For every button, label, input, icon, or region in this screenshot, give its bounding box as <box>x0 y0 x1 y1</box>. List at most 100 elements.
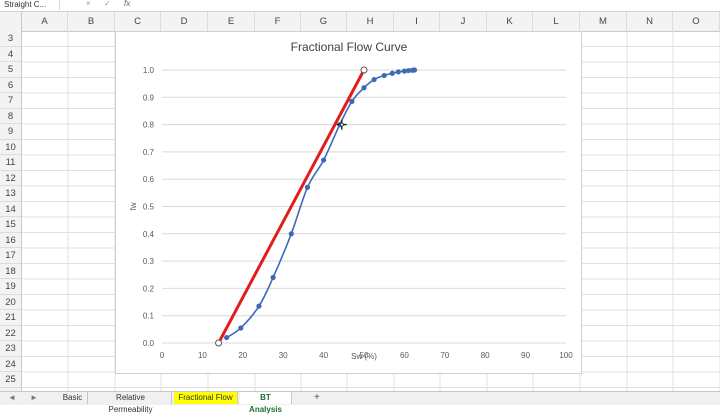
chart-area[interactable]: Fractional Flow Curve 0.0 0.1 0.2 0.3 0.4 0.5 0… <box>115 31 582 374</box>
row-header-6[interactable]: 6 <box>0 78 21 93</box>
chart-title[interactable]: Fractional Flow Curve <box>291 40 408 54</box>
row-header-22[interactable]: 22 <box>0 326 21 341</box>
data-point[interactable] <box>238 325 244 331</box>
row-header-5[interactable]: 5 <box>0 62 21 78</box>
y-tick-label: 0.7 <box>143 148 155 157</box>
tangent-endpoint-marker[interactable] <box>215 339 223 347</box>
y-tick-label: 0.9 <box>143 93 155 102</box>
column-header-e[interactable]: E <box>208 12 255 31</box>
data-point[interactable] <box>381 72 387 79</box>
data-point[interactable] <box>405 67 412 74</box>
data-point[interactable] <box>395 69 401 75</box>
formula-bar: Straight C... × ✓ fx <box>0 0 720 12</box>
row-header-16[interactable]: 16 <box>0 233 21 248</box>
column-header-i[interactable]: I <box>394 12 440 31</box>
y-tick-label: 0.1 <box>143 312 155 321</box>
column-header-c[interactable]: C <box>115 12 161 31</box>
x-tick-label: 70 <box>440 351 449 360</box>
data-point[interactable] <box>304 184 311 190</box>
data-point[interactable] <box>361 85 367 91</box>
sheet-tab-bt-analysis[interactable]: BT Analysis <box>240 392 292 414</box>
add-sheet-icon[interactable]: + <box>314 392 320 403</box>
y-tick-label: 0.0 <box>143 339 155 348</box>
data-point[interactable] <box>349 98 355 104</box>
data-point[interactable] <box>411 67 418 73</box>
data-point[interactable] <box>321 157 327 163</box>
x-tick-label: 60 <box>400 351 409 360</box>
sheet-tab-fractional-flow[interactable]: Fractional Flow <box>174 392 238 404</box>
row-header-8[interactable]: 8 <box>0 109 21 124</box>
row-header-23[interactable]: 23 <box>0 341 21 357</box>
row-header-20[interactable]: 20 <box>0 295 21 310</box>
data-point[interactable] <box>256 303 262 309</box>
move-cursor-icon <box>336 119 347 130</box>
x-tick-label: 30 <box>279 351 288 360</box>
x-tick-label: 50 <box>360 351 369 360</box>
tab-nav-prev-icon[interactable]: ◄ <box>8 393 16 402</box>
column-header-a[interactable]: A <box>22 12 68 31</box>
row-header-7[interactable]: 7 <box>0 93 21 109</box>
column-header-k[interactable]: K <box>487 12 533 31</box>
y-tick-label: 0.3 <box>143 257 155 266</box>
column-header-d[interactable]: D <box>161 12 208 31</box>
y-tick-label: 1.0 <box>143 66 155 75</box>
row-header-18[interactable]: 18 <box>0 264 21 279</box>
data-point[interactable] <box>224 334 230 341</box>
x-axis-title[interactable]: Sw (%) <box>351 352 377 361</box>
column-header-j[interactable]: J <box>440 12 487 31</box>
row-header-21[interactable]: 21 <box>0 310 21 326</box>
sheet-tab-bar: ◄ ► Basic Relative Permeability Fractional… <box>0 391 720 414</box>
row-header-10[interactable]: 10 <box>0 140 21 155</box>
name-box[interactable]: Straight C... <box>0 0 60 10</box>
column-header-b[interactable]: B <box>68 12 115 31</box>
fx-icon[interactable]: fx <box>124 0 131 8</box>
tab-nav-next-icon[interactable]: ► <box>30 393 38 402</box>
fractional-flow-curve[interactable] <box>226 69 415 339</box>
x-tick-label: 90 <box>521 351 530 360</box>
row-header-25[interactable]: 25 <box>0 372 21 388</box>
row-header-11[interactable]: 11 <box>0 155 21 171</box>
x-tick-label: 20 <box>238 351 247 360</box>
y-tick-label: 0.6 <box>143 175 155 184</box>
column-header-g[interactable]: G <box>301 12 347 31</box>
column-header-n[interactable]: N <box>627 12 673 31</box>
data-point[interactable] <box>288 231 294 237</box>
tangent-line[interactable] <box>217 68 366 345</box>
row-header-4[interactable]: 4 <box>0 47 21 62</box>
y-tick-label: 0.8 <box>143 121 155 130</box>
row-header-13[interactable]: 13 <box>0 186 21 202</box>
y-axis-title[interactable]: fw <box>129 202 138 210</box>
x-tick-label: 10 <box>198 351 207 360</box>
y-tick-label: 0.2 <box>143 284 155 293</box>
sheet-tab-basic[interactable]: Basic <box>58 392 88 404</box>
enter-icon[interactable]: ✓ <box>104 0 111 8</box>
cancel-icon[interactable]: × <box>86 0 91 8</box>
row-header-12[interactable]: 12 <box>0 171 21 186</box>
row-header-15[interactable]: 15 <box>0 217 21 233</box>
data-point[interactable] <box>270 274 276 281</box>
select-all-corner[interactable] <box>0 12 22 31</box>
data-point[interactable] <box>371 76 377 83</box>
row-header-14[interactable]: 14 <box>0 202 21 217</box>
row-header-17[interactable]: 17 <box>0 248 21 264</box>
x-tick-label: 40 <box>319 351 328 360</box>
row-header-3[interactable]: 3 <box>0 31 21 47</box>
column-header-l[interactable]: L <box>533 12 580 31</box>
row-header-bar: 3 4 5 6 7 8 9 10 11 12 13 14 15 16 17 18 19 20 21 22 23 24 25 <box>0 31 22 391</box>
row-header-24[interactable]: 24 <box>0 357 21 372</box>
sheet-tab-relative-permeability[interactable]: Relative Permeability <box>90 392 172 414</box>
y-tick-label: 0.4 <box>143 230 155 239</box>
tangent-endpoint-marker[interactable] <box>360 66 368 74</box>
row-header-19[interactable]: 19 <box>0 279 21 295</box>
column-header-h[interactable]: H <box>347 12 394 31</box>
data-point[interactable] <box>401 68 407 74</box>
column-header-m[interactable]: M <box>580 12 627 31</box>
x-tick-label: 80 <box>481 351 490 360</box>
column-header-f[interactable]: F <box>255 12 301 31</box>
column-header-o[interactable]: O <box>673 12 720 31</box>
x-tick-label: 100 <box>559 351 573 360</box>
row-header-9[interactable]: 9 <box>0 124 21 140</box>
data-point[interactable] <box>389 70 395 76</box>
chart-plot[interactable]: Fractional Flow Curve 0.0 0.1 0.2 0.3 0.4 0.5 0… <box>116 32 581 373</box>
